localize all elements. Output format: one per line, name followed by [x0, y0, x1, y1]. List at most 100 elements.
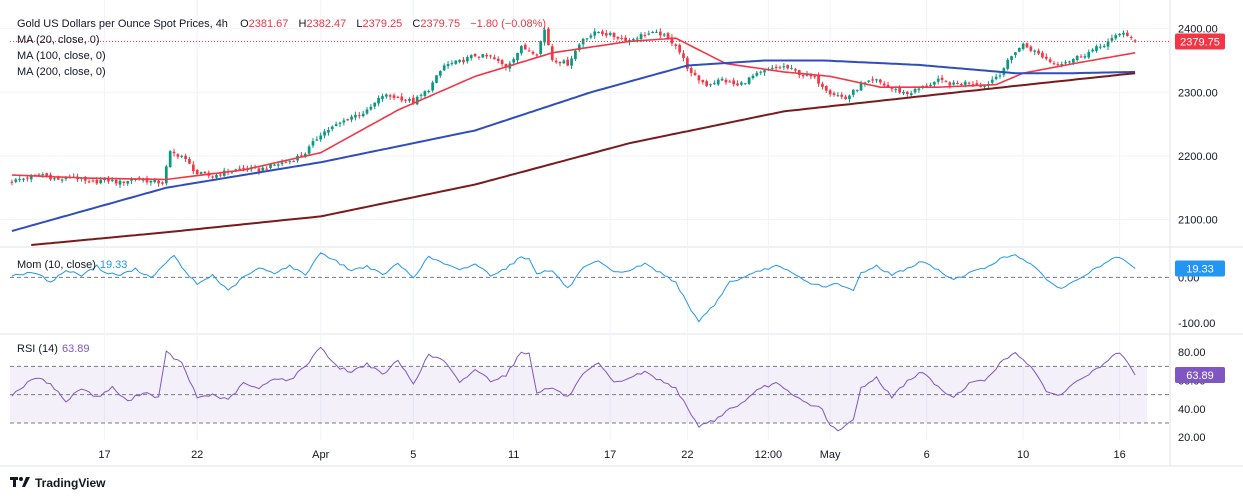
- candle-body: [817, 75, 820, 84]
- candle: [435, 74, 438, 84]
- candle: [558, 61, 562, 67]
- candle-body: [778, 67, 782, 69]
- candle-body: [211, 176, 214, 178]
- candle-body: [840, 94, 844, 97]
- candle: [682, 50, 685, 62]
- candle-body: [1025, 43, 1029, 48]
- candle: [597, 31, 600, 34]
- candle-body: [273, 164, 276, 166]
- candle-body: [535, 54, 539, 56]
- candle-body: [577, 44, 581, 51]
- candle-body: [1056, 64, 1060, 66]
- candle-body: [948, 82, 952, 86]
- price-tick-label: 2100.00: [1178, 215, 1218, 227]
- candle-body: [1029, 46, 1033, 51]
- candle-body: [909, 93, 913, 96]
- candle-body: [902, 92, 905, 94]
- candle-body: [172, 151, 176, 154]
- candle: [944, 79, 948, 83]
- candle-body: [87, 181, 91, 183]
- candle: [458, 59, 461, 64]
- candle-body: [527, 50, 531, 52]
- candle: [956, 80, 959, 85]
- candle: [612, 32, 616, 41]
- rsi-tick-label: 80.00: [1178, 347, 1206, 359]
- candle-body: [782, 66, 786, 68]
- candle-body: [373, 102, 377, 107]
- candle: [288, 160, 292, 165]
- candle: [18, 176, 21, 183]
- candle: [238, 165, 241, 170]
- candle-body: [662, 34, 666, 36]
- candle-body: [489, 55, 492, 57]
- candle-body: [566, 59, 570, 66]
- candle-body: [531, 51, 535, 54]
- candle-body: [913, 88, 917, 93]
- candle-body: [848, 95, 851, 100]
- candle: [616, 36, 620, 41]
- candle: [469, 54, 473, 61]
- candle-body: [589, 35, 593, 38]
- candle-body: [1118, 33, 1121, 36]
- candle-body: [56, 177, 60, 180]
- candle: [848, 94, 851, 103]
- candle: [168, 150, 172, 168]
- candle-body: [998, 75, 1002, 77]
- candle: [929, 82, 932, 88]
- candle-body: [944, 81, 948, 83]
- candle: [431, 80, 434, 93]
- ma20-legend[interactable]: MA (20, close, 0): [17, 34, 100, 46]
- candle-body: [647, 33, 651, 35]
- candle: [315, 136, 319, 142]
- candle: [481, 53, 485, 59]
- rsi-legend[interactable]: RSI (14) 63.89: [17, 341, 90, 357]
- mom-legend[interactable]: Mom (10, close) 19.33: [17, 257, 127, 273]
- candle-body: [481, 54, 485, 58]
- candle-body: [473, 53, 477, 57]
- candle: [523, 43, 527, 50]
- candle: [1095, 44, 1098, 53]
- candle-body: [176, 154, 180, 157]
- low-key: L: [356, 18, 363, 30]
- candle: [728, 79, 732, 83]
- candle-body: [624, 37, 627, 42]
- candle-body: [1048, 59, 1052, 63]
- rsi-value-badge-text: 63.89: [1186, 370, 1214, 382]
- candle-body: [585, 38, 589, 40]
- tradingview-logo-text: TradingView: [35, 476, 106, 490]
- candle-body: [423, 91, 427, 96]
- candle-body: [1133, 40, 1137, 42]
- ma100-legend[interactable]: MA (100, close, 0): [17, 50, 106, 62]
- candle-body: [261, 167, 265, 171]
- candle-body: [539, 41, 543, 54]
- candle: [365, 107, 369, 115]
- candle-body: [709, 84, 712, 86]
- candle-body: [222, 170, 226, 176]
- candle: [462, 57, 465, 65]
- candle: [373, 102, 377, 110]
- candle-body: [110, 179, 114, 181]
- candle-body: [570, 58, 573, 66]
- candle: [338, 121, 342, 127]
- candle-body: [593, 31, 597, 36]
- candle-body: [790, 68, 793, 70]
- candle: [902, 89, 905, 96]
- candle: [740, 80, 743, 86]
- candle: [736, 80, 739, 87]
- candle: [126, 180, 130, 186]
- candle-body: [774, 66, 778, 69]
- candle: [176, 153, 180, 159]
- ma200-legend[interactable]: MA (200, close, 0): [17, 66, 106, 78]
- candle: [909, 90, 913, 97]
- candle-body: [365, 109, 369, 114]
- candle: [952, 80, 956, 86]
- candle-body: [288, 161, 292, 163]
- tradingview-logo[interactable]: TradingView: [10, 476, 105, 490]
- candle-body: [736, 83, 739, 86]
- candle-body: [755, 72, 759, 76]
- candle-body: [743, 83, 747, 85]
- candle-body: [149, 180, 153, 183]
- candle-body: [203, 171, 207, 174]
- candle: [1044, 53, 1048, 61]
